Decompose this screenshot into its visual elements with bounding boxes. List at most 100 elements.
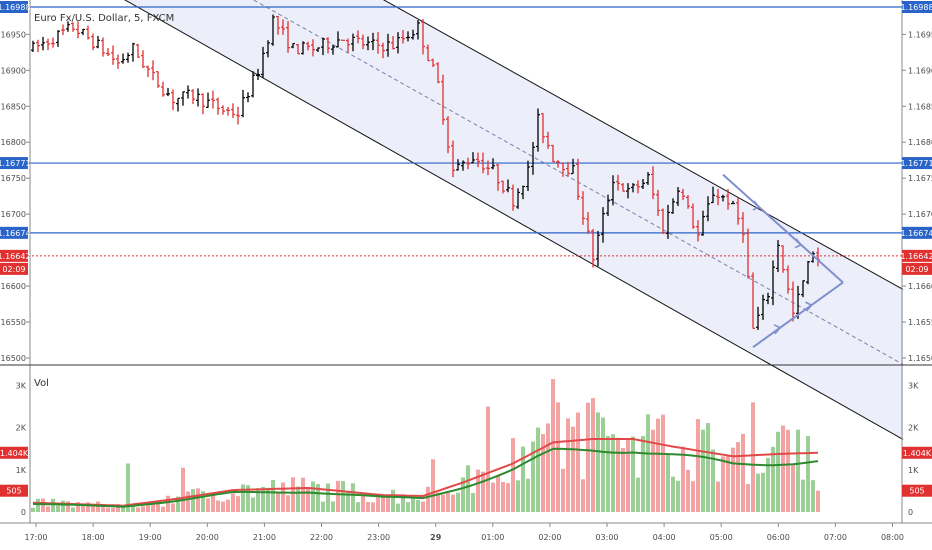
volume-bar	[116, 504, 120, 512]
candle	[256, 68, 260, 80]
volume-bar	[741, 433, 745, 512]
candle	[231, 103, 235, 119]
candle	[431, 58, 435, 67]
volume-bar	[566, 418, 570, 512]
current-price-tag-right-background	[902, 249, 932, 262]
candle	[716, 189, 720, 206]
left-volume-tick-label: 2K	[16, 424, 27, 433]
volume-bar	[796, 429, 800, 512]
triangle-upper-line	[722, 173, 844, 284]
triangle-layer	[722, 173, 844, 349]
volume-bar	[281, 482, 285, 512]
volume-bar	[646, 414, 650, 512]
volume-bar	[501, 481, 505, 512]
volume-bar	[751, 402, 755, 512]
level-tag-left: 1.16988	[0, 1, 31, 13]
candle	[91, 33, 95, 51]
candle	[631, 183, 635, 193]
candle	[446, 116, 450, 154]
candle	[56, 30, 60, 47]
volume-bar	[606, 436, 610, 512]
volume-bar	[771, 446, 775, 512]
volume-bar	[671, 476, 675, 512]
candle	[626, 183, 630, 199]
volume-ma-tag-right-label: 1.404K	[903, 449, 932, 458]
candle	[281, 19, 285, 35]
right-volume-tick-label: 2K	[908, 424, 919, 433]
volume-bar	[736, 442, 740, 512]
left-price-tick-label: 1.16750	[0, 174, 26, 183]
candle	[76, 21, 80, 39]
level-tag-right-background	[902, 226, 932, 239]
time-tick-label: 08:00	[881, 533, 904, 542]
candle	[696, 220, 700, 242]
volume-bar	[196, 488, 200, 512]
time-tick-label: 02:00	[538, 533, 561, 542]
volume-pane-label: Vol	[34, 378, 49, 389]
level-tag-right-label: 1.16771	[900, 159, 932, 168]
volume-bar	[376, 497, 380, 512]
candle	[776, 240, 780, 273]
volume-bar	[246, 485, 250, 512]
candle	[756, 306, 760, 330]
candle	[516, 188, 520, 209]
candle	[476, 152, 480, 168]
triangle-chevron	[794, 238, 803, 249]
volume-bar	[331, 501, 335, 512]
candle	[801, 280, 805, 298]
volume-bar	[201, 491, 205, 512]
last-volume-tag-left-label: 505	[6, 487, 21, 496]
volume-bar	[476, 469, 480, 512]
candle	[351, 33, 355, 52]
left-price-tick-label: 1.16900	[0, 66, 26, 75]
volume-bar	[691, 481, 695, 512]
volume-bar	[96, 501, 100, 512]
time-tick-label: 22:00	[310, 533, 333, 542]
candle	[791, 281, 795, 322]
candle	[621, 183, 625, 192]
candle	[221, 105, 225, 115]
countdown-tag-left-label: 02:09	[2, 265, 25, 274]
time-tick-label: 17:00	[24, 533, 47, 542]
volume-bar	[381, 497, 385, 512]
candle	[51, 37, 55, 48]
candle	[766, 292, 770, 305]
volume-bar	[811, 480, 815, 512]
countdown-tag-left: 02:09	[0, 262, 28, 275]
volume-bar	[471, 493, 475, 512]
candle	[291, 42, 295, 49]
candle	[136, 43, 140, 58]
candle	[326, 37, 330, 54]
horizontal-lines-layer	[0, 6, 932, 257]
candle	[601, 207, 605, 243]
candle	[261, 46, 265, 78]
volume-bar	[141, 506, 145, 512]
volume-bar	[446, 492, 450, 512]
volume-bar	[216, 500, 220, 512]
time-tick-label: 18:00	[82, 533, 105, 542]
candle	[436, 62, 440, 84]
right-volume-tick-label: 3K	[908, 381, 919, 390]
right-price-tick-label: 1.16550	[908, 318, 932, 327]
volume-bar	[261, 486, 265, 512]
chart-title: Euro Fx/U.S. Dollar, 5, FXCM	[34, 13, 174, 24]
candle	[161, 81, 165, 97]
volume-bar	[786, 429, 790, 512]
candle	[741, 212, 745, 243]
candle	[311, 39, 315, 57]
channel-median-line	[252, 0, 904, 365]
volume-bar	[46, 506, 50, 512]
volume-bar	[441, 494, 445, 512]
level-tag-left-background	[0, 226, 28, 239]
volume-bar	[386, 497, 390, 512]
volume-bar	[596, 412, 600, 512]
level-tag-right-label: 1.16674	[900, 229, 932, 238]
volume-bar	[781, 425, 785, 512]
volume-bar	[121, 505, 125, 512]
candle	[761, 294, 765, 320]
candle	[726, 188, 730, 210]
candle	[511, 184, 515, 211]
volume-bar	[506, 483, 510, 512]
candle	[96, 35, 100, 49]
